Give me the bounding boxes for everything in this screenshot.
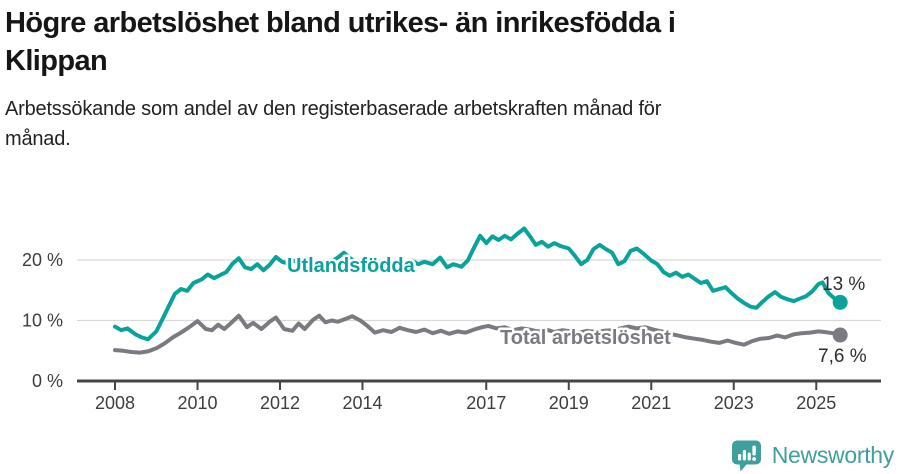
newsworthy-logo-icon	[731, 440, 761, 471]
title-line-2: Klippan	[5, 45, 108, 77]
x-tick-label: 2014	[342, 393, 382, 413]
subtitle-line-1: Arbetssökande som andel av den registerb…	[5, 98, 662, 120]
x-tick-label: 2017	[466, 393, 506, 413]
x-tick-label: 2008	[95, 393, 135, 413]
series-label-total: Total arbetslöshet	[500, 327, 671, 349]
chart-canvas: 2008 2010 2012 2014 2017 2019 2021 2023 2025 0 % 1…	[22, 226, 881, 413]
brand-name: Newsworthy	[771, 441, 895, 468]
series-line-total	[113, 313, 843, 355]
x-tick-label: 2021	[631, 393, 671, 413]
y-tick-label: 0 %	[32, 371, 63, 391]
y-tick-label: 10 %	[22, 311, 63, 331]
end-value-label: 7,6 %	[818, 346, 867, 367]
end-marker-total	[832, 327, 848, 343]
series-line-utlandsfodda	[113, 226, 843, 342]
footer-branding: Newsworthy	[730, 438, 894, 472]
end-value-label: 13 %	[822, 274, 865, 295]
x-tick-label: 2023	[714, 393, 754, 413]
x-tick-label: 2010	[177, 393, 217, 413]
page-title: Högre arbetslöshet bland utrikes- än inr…	[5, 4, 865, 80]
series-label-utlandsfodda: Utlandsfödda	[287, 255, 416, 277]
chart-subtitle: Arbetssökande som andel av den registerb…	[5, 94, 865, 154]
line-chart: 2008 2010 2012 2014 2017 2019 2021 2023 2025 0 % 1…	[0, 210, 900, 430]
subtitle-line-2: månad.	[5, 128, 71, 150]
x-tick-label: 2012	[260, 393, 300, 413]
header: Högre arbetslöshet bland utrikes- än inr…	[5, 4, 865, 154]
end-marker-utlandsfodda	[832, 294, 848, 310]
y-tick-label: 20 %	[22, 250, 63, 270]
x-tick-label: 2025	[796, 393, 836, 413]
x-tick-label: 2019	[549, 393, 589, 413]
title-line-1: Högre arbetslöshet bland utrikes- än inr…	[5, 7, 676, 39]
